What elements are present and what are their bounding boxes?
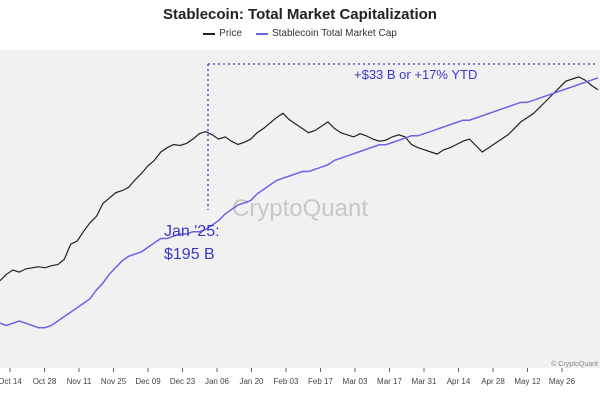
legend-label-marketcap: Stablecoin Total Market Cap [271, 28, 397, 39]
legend-item-marketcap: Stablecoin Total Market Cap [255, 28, 397, 39]
x-tick-label: Mar 17 [377, 377, 402, 386]
x-tick-label: Mar 03 [343, 377, 368, 386]
series-price-line [0, 76, 599, 282]
x-tick-label: Nov 11 [67, 377, 92, 386]
legend-swatch-price [203, 32, 216, 35]
series-marketcap-line [0, 77, 599, 329]
x-tick-label: Dec 23 [170, 377, 196, 386]
x-tick-label: Oct 28 [33, 377, 57, 386]
x-tick-label: Jan 06 [205, 377, 230, 386]
chart-title: Stablecoin: Total Market Capitalization [163, 6, 437, 23]
x-tick-label: Dec 09 [135, 377, 161, 386]
chart-legend: Price Stablecoin Total Market Cap [0, 28, 600, 39]
annotation-ytd: +$33 B or +17% YTD [354, 67, 477, 82]
annotation-jan-value: $195 B [164, 246, 215, 263]
x-tick-label: Apr 14 [447, 377, 471, 386]
x-tick-label: Oct 14 [0, 377, 22, 386]
annotation-jan-label: Jan '25: [164, 223, 220, 240]
legend-item-price: Price [203, 28, 242, 39]
x-tick-label: Nov 25 [101, 377, 127, 386]
credit-text: © CryptoQuant [551, 360, 598, 368]
x-tick-label: Feb 17 [308, 377, 333, 386]
watermark-text: CryptoQuant [232, 195, 368, 222]
legend-label-price: Price [219, 28, 242, 39]
legend-swatch-marketcap [255, 32, 268, 35]
x-tick-label: May 26 [549, 377, 576, 386]
x-tick-label: May 12 [514, 377, 541, 386]
x-tick-label: Mar 31 [412, 377, 437, 386]
x-tick-label: Feb 03 [274, 377, 299, 386]
x-tick-label: Apr 28 [481, 377, 505, 386]
x-tick-label: Jan 20 [239, 377, 264, 386]
x-axis: Oct 14 Oct 28 Nov 11 Nov 25 Dec 09 Dec 23 Jan … [0, 368, 576, 386]
